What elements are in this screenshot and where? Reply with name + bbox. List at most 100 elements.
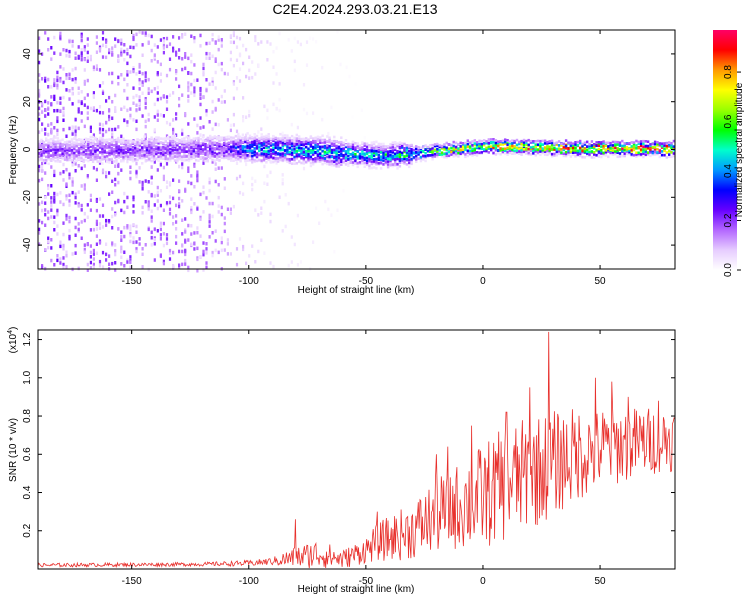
noise-cell <box>129 113 132 118</box>
noise-cell <box>181 249 184 254</box>
band-cell <box>239 136 242 140</box>
noise-cell <box>65 182 68 186</box>
band-cell <box>298 139 301 143</box>
band-cell <box>443 152 446 156</box>
noise-cell <box>162 46 165 50</box>
band-cell <box>227 145 231 149</box>
band-cell <box>54 153 57 156</box>
noise-cell <box>238 53 242 58</box>
band-cell <box>520 139 523 143</box>
band-cell <box>635 147 638 150</box>
band-cell <box>253 153 256 157</box>
band-cell <box>572 144 575 147</box>
noise-cell <box>290 122 293 127</box>
band-cell <box>576 149 579 153</box>
band-cell <box>653 146 657 149</box>
band-cell <box>501 147 505 151</box>
band-cell <box>410 148 413 151</box>
noise-cell <box>232 123 235 127</box>
noise-cell <box>238 190 242 195</box>
noise-cell <box>159 224 162 228</box>
x-tick-label: 0 <box>480 576 486 587</box>
band-cell <box>412 148 416 152</box>
band-cell <box>267 149 270 153</box>
band-cell <box>405 148 409 152</box>
band-cell <box>115 143 118 146</box>
band-cell <box>557 150 561 153</box>
noise-cell <box>187 122 190 126</box>
band-cell <box>635 153 638 156</box>
band-cell <box>379 145 383 149</box>
band-cell <box>159 137 163 140</box>
noise-cell <box>65 194 68 198</box>
band-cell <box>211 136 214 139</box>
noise-cell <box>172 215 175 219</box>
band-cell <box>225 144 228 148</box>
band-cell <box>63 151 67 155</box>
noise-cell <box>68 72 71 77</box>
noise-cell <box>199 33 202 38</box>
band-cell <box>574 143 577 146</box>
band-cell <box>80 158 83 162</box>
band-cell <box>288 136 291 140</box>
noise-cell <box>199 116 202 120</box>
band-cell <box>239 141 242 144</box>
noise-cell <box>165 162 169 166</box>
noise-cell <box>184 252 187 257</box>
band-cell <box>316 153 320 156</box>
band-cell <box>347 154 350 158</box>
band-cell <box>319 147 322 151</box>
band-cell <box>665 151 668 154</box>
band-cell <box>506 146 509 150</box>
band-cell <box>77 138 81 141</box>
band-cell <box>56 148 60 151</box>
noise-cell <box>108 48 111 52</box>
band-cell <box>344 159 348 162</box>
noise-cell <box>98 197 102 201</box>
band-cell <box>342 154 345 157</box>
noise-cell <box>83 82 86 86</box>
noise-cell <box>53 215 56 219</box>
band-cell <box>483 139 486 142</box>
noise-cell <box>220 100 223 104</box>
band-cell <box>574 151 577 154</box>
band-cell <box>251 154 254 158</box>
band-cell <box>363 144 366 147</box>
noise-cell <box>83 187 86 191</box>
noise-cell <box>53 220 56 225</box>
band-cell <box>672 154 676 158</box>
band-cell <box>70 142 74 146</box>
band-cell <box>84 158 88 162</box>
noise-cell <box>278 108 281 113</box>
band-cell <box>47 149 50 152</box>
band-cell <box>190 149 193 153</box>
band-cell <box>401 151 404 155</box>
band-cell <box>445 156 448 159</box>
band-cell <box>87 148 90 152</box>
band-cell <box>506 139 509 142</box>
noise-cell <box>245 162 248 167</box>
noise-cell <box>178 249 181 254</box>
noise-cell <box>126 83 129 87</box>
band-cell <box>436 147 439 151</box>
band-cell <box>105 140 109 144</box>
noise-cell <box>117 227 120 231</box>
band-cell <box>307 149 310 153</box>
band-cell <box>323 138 327 142</box>
band-cell <box>169 137 172 141</box>
band-cell <box>248 141 252 144</box>
band-cell <box>461 150 465 154</box>
noise-cell <box>159 38 162 42</box>
noise-cell <box>342 189 345 193</box>
band-cell <box>122 139 125 143</box>
noise-cell <box>251 60 254 64</box>
band-cell <box>122 155 125 159</box>
band-cell <box>87 146 90 150</box>
noise-cell <box>47 112 50 116</box>
band-cell <box>73 137 76 140</box>
band-cell <box>651 146 654 149</box>
band-cell <box>124 150 128 154</box>
band-cell <box>539 142 542 146</box>
band-cell <box>513 152 516 155</box>
band-cell <box>298 143 301 147</box>
